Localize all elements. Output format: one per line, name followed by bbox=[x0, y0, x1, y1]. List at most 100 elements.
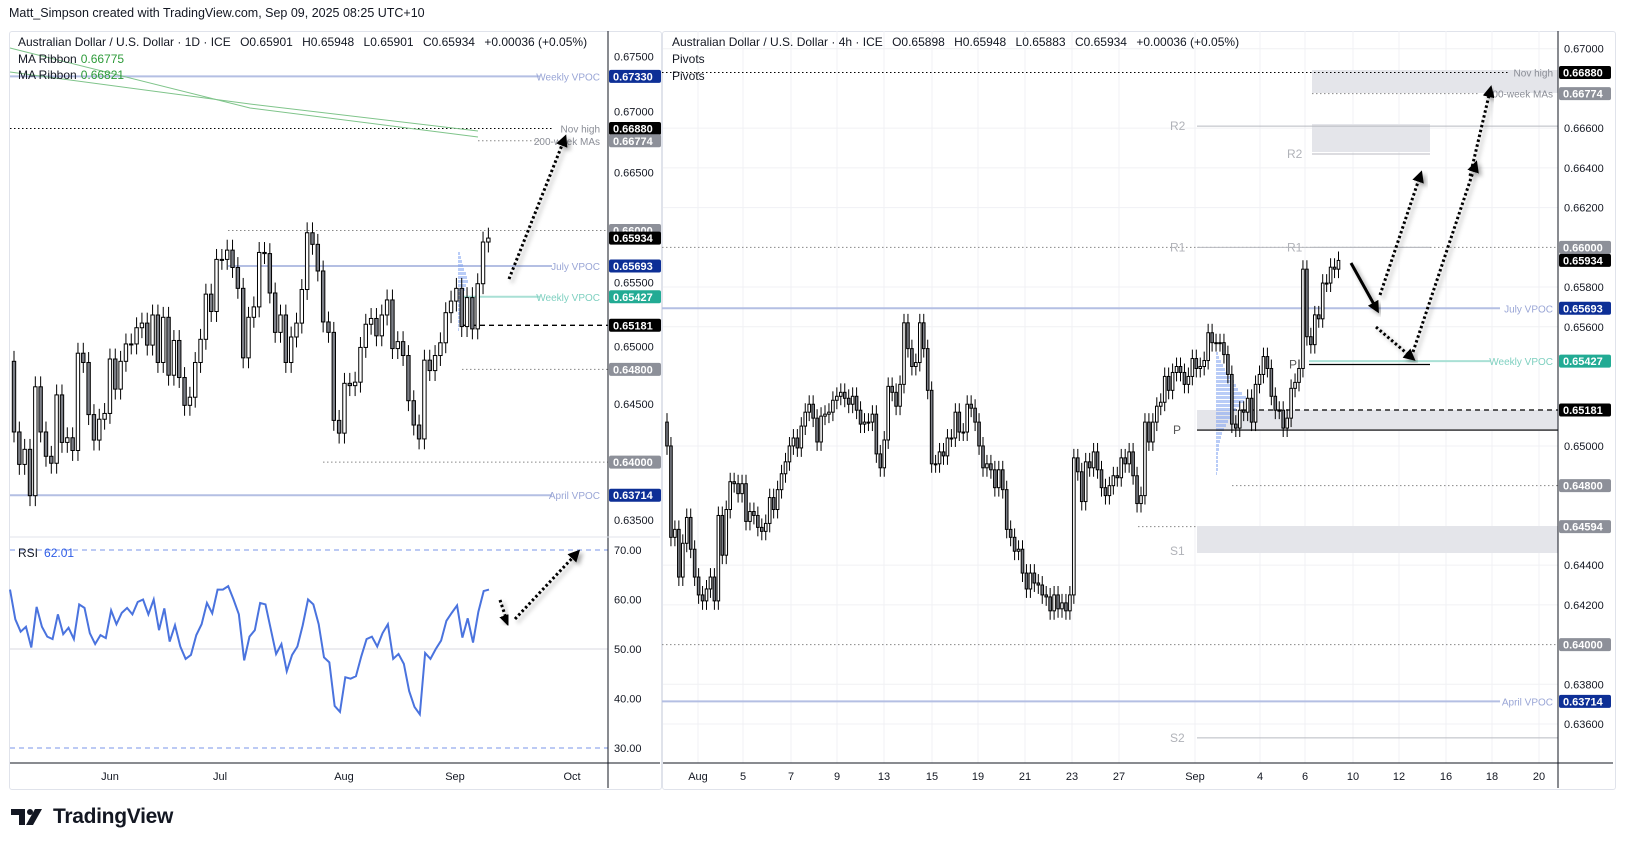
h4-candle bbox=[918, 322, 922, 364]
h4-candle bbox=[716, 514, 721, 602]
pivots-legend[interactable]: Pivots bbox=[672, 69, 705, 83]
volume-profile-bar bbox=[1216, 456, 1218, 459]
daily-candle bbox=[352, 381, 358, 387]
h4-candle bbox=[1336, 259, 1341, 270]
y-tick-label: 60.00 bbox=[614, 595, 642, 607]
h4-candle bbox=[1095, 451, 1100, 471]
price-tag bbox=[1559, 253, 1611, 267]
daily-candle bbox=[294, 322, 299, 338]
indicator-value: 0.66821 bbox=[80, 68, 125, 82]
daily-candle bbox=[416, 424, 422, 440]
indicator-value: 0.66775 bbox=[80, 52, 125, 66]
daily-candle bbox=[219, 258, 225, 261]
h4-candle bbox=[1253, 383, 1258, 423]
h4-candle bbox=[1332, 266, 1337, 270]
y-tick-label: 0.66600 bbox=[1564, 123, 1604, 135]
volume-profile-bar bbox=[1216, 408, 1236, 411]
ma-ribbon-line bbox=[9, 47, 479, 138]
h4-candle bbox=[708, 576, 713, 590]
price-tag bbox=[1559, 66, 1611, 80]
pivot-label: R1 bbox=[1287, 240, 1303, 254]
h4-candle bbox=[886, 385, 891, 441]
h4-candle bbox=[973, 407, 977, 423]
volume-profile-bar bbox=[1216, 368, 1225, 371]
h4-candle bbox=[906, 322, 910, 350]
indicator-label: MA Ribbon bbox=[18, 52, 77, 66]
level-label: Nov high bbox=[1514, 69, 1553, 80]
level-label: Weekly VPOC bbox=[536, 293, 600, 304]
h4-candle bbox=[1028, 572, 1033, 590]
h4-candle bbox=[1111, 475, 1116, 487]
level-label: April VPOC bbox=[549, 491, 600, 502]
price-tag-label: 0.64594 bbox=[1563, 522, 1604, 534]
h4-candle bbox=[1257, 373, 1262, 385]
pivot-label: P bbox=[1173, 423, 1181, 437]
price-tag-label: 0.65934 bbox=[1563, 255, 1604, 267]
price-tag bbox=[1559, 479, 1611, 493]
x-tick-label: Aug bbox=[334, 771, 354, 783]
h4-candle bbox=[1222, 342, 1226, 356]
dotted-arrow-icon bbox=[1378, 170, 1424, 296]
h4-candle bbox=[925, 348, 930, 391]
x-tick-label: 19 bbox=[972, 771, 984, 783]
pivots-legend[interactable]: Pivots bbox=[672, 52, 705, 66]
indicator-value: 62.01 bbox=[44, 546, 75, 560]
x-tick-label: Oct bbox=[563, 771, 580, 783]
h4-candle bbox=[1048, 596, 1052, 612]
h4-candle bbox=[997, 469, 1001, 489]
h4-candle bbox=[921, 322, 926, 350]
h4-candle bbox=[692, 548, 697, 578]
price-tag-label: 0.64800 bbox=[613, 364, 653, 376]
h4-candle bbox=[842, 391, 847, 399]
daily-candle bbox=[38, 386, 43, 433]
h4-candle bbox=[1281, 409, 1286, 429]
price-tag-label: 0.65181 bbox=[613, 320, 653, 332]
pivot-label: R2 bbox=[1170, 119, 1186, 133]
indicator-label: RSI bbox=[18, 546, 39, 560]
h4-candle bbox=[763, 522, 768, 532]
dotted-arrow-icon bbox=[507, 134, 568, 280]
h4-candle bbox=[807, 403, 812, 413]
volume-profile-bar bbox=[458, 276, 467, 279]
daily-candle bbox=[59, 394, 65, 443]
pivot-zone bbox=[1312, 124, 1430, 152]
ohlc-high: H0.65948 bbox=[302, 35, 355, 49]
volume-profile-bar bbox=[458, 264, 463, 267]
daily-candle bbox=[193, 361, 198, 398]
indicator-label: MA Ribbon bbox=[18, 68, 77, 82]
price-tag bbox=[609, 259, 661, 273]
daily-candle bbox=[17, 431, 22, 465]
logo-text: TradingView bbox=[53, 805, 174, 828]
ma-ribbon-legend[interactable]: MA Ribbon 0.66821 bbox=[18, 68, 124, 82]
dotted-arrow-icon bbox=[498, 599, 511, 627]
h4-candle bbox=[1305, 268, 1309, 338]
price-tag bbox=[1559, 240, 1611, 254]
volume-profile-bar bbox=[1216, 360, 1221, 363]
volume-profile-bar bbox=[1216, 424, 1226, 427]
ohlc-close: C0.65934 bbox=[1074, 35, 1127, 49]
rsi-legend[interactable]: RSI 62.01 bbox=[18, 546, 74, 560]
volume-profile-bar bbox=[458, 280, 468, 283]
daily-candle bbox=[11, 360, 17, 433]
daily-candle bbox=[235, 267, 241, 289]
h4-candle bbox=[961, 431, 966, 434]
h4-candle bbox=[1328, 266, 1333, 284]
ma-ribbon-legend[interactable]: MA Ribbon 0.66775 bbox=[18, 52, 124, 66]
pivot-label: S1 bbox=[1170, 544, 1185, 558]
h4-candle bbox=[1087, 461, 1092, 469]
h4-candle bbox=[1289, 387, 1293, 419]
x-tick-label: Jun bbox=[101, 771, 119, 783]
volume-profile-bar bbox=[1216, 364, 1223, 367]
h4-candle bbox=[1241, 409, 1246, 413]
daily-candle bbox=[299, 289, 305, 324]
h4-candle bbox=[1036, 582, 1041, 586]
h4-candle bbox=[1230, 373, 1234, 425]
h4-candle bbox=[1155, 405, 1159, 423]
daily-candle bbox=[203, 293, 209, 340]
h4-candle bbox=[1158, 401, 1163, 407]
tradingview-logo[interactable]: TradingView bbox=[11, 805, 173, 829]
h4-candle bbox=[803, 411, 808, 427]
price-tag-label: 0.64000 bbox=[613, 457, 653, 469]
daily-candle bbox=[288, 336, 294, 363]
